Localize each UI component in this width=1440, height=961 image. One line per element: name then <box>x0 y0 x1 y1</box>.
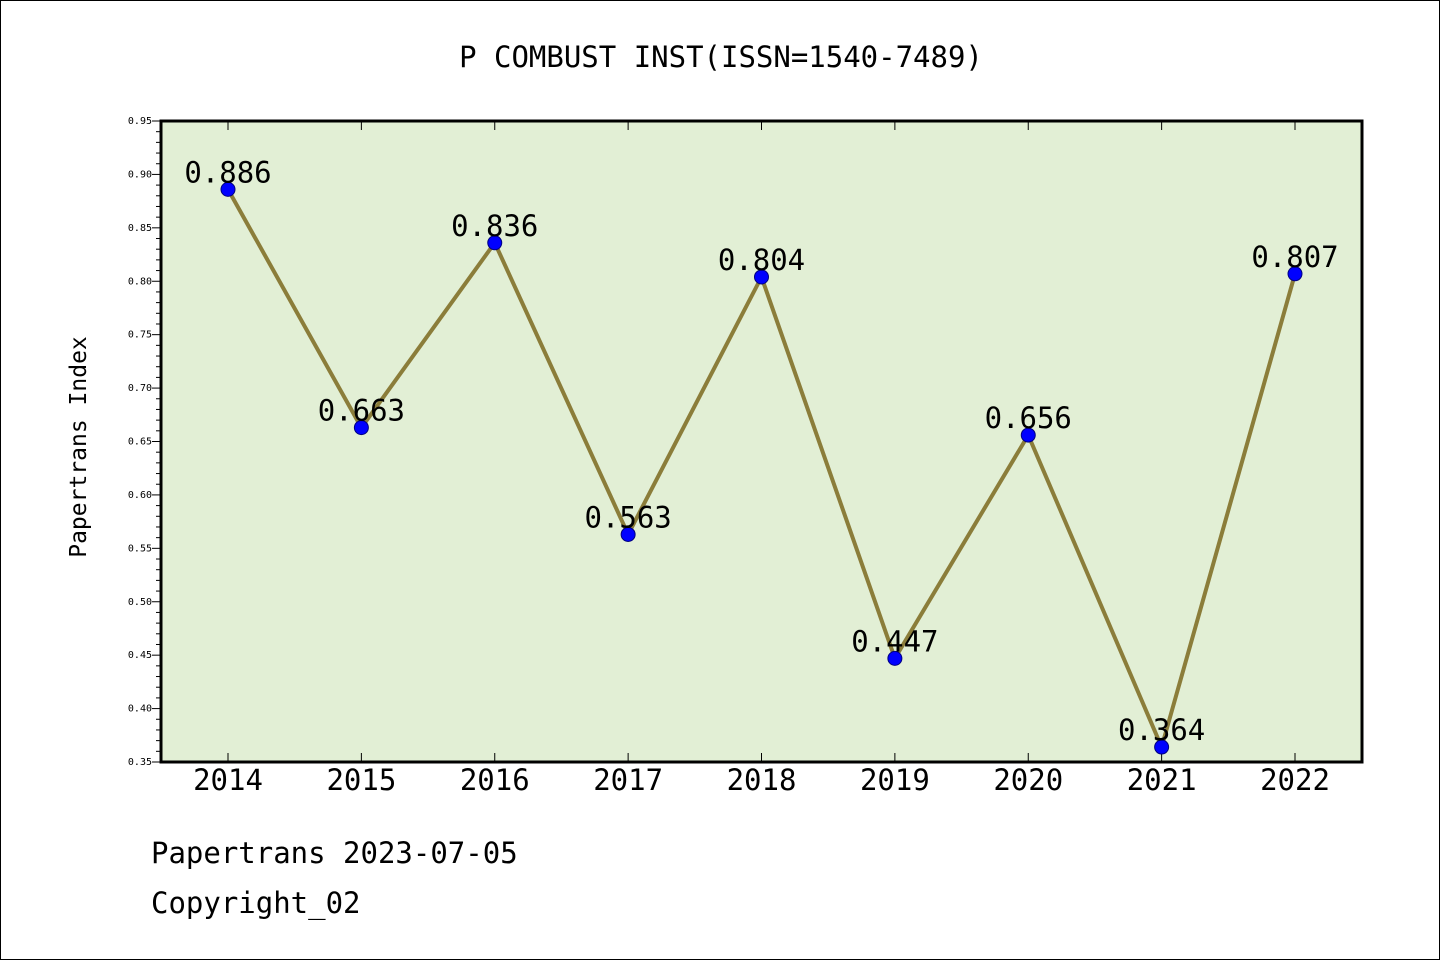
data-point <box>887 650 903 666</box>
y-tick-label: 0.45 <box>128 650 152 661</box>
data-point <box>1020 427 1036 443</box>
x-tick-label: 2021 <box>1127 763 1197 797</box>
x-tick-label: 2017 <box>593 763 663 797</box>
data-label: 0.663 <box>318 394 405 428</box>
data-point <box>220 181 236 197</box>
chart-title: P COMBUST INST(ISSN=1540-7489) <box>459 40 983 74</box>
data-label: 0.807 <box>1251 240 1338 274</box>
data-points <box>220 181 1303 755</box>
y-tick-label: 0.70 <box>128 383 152 394</box>
y-tick-label: 0.60 <box>128 490 152 501</box>
data-label: 0.804 <box>718 243 805 277</box>
data-point <box>353 420 369 436</box>
footer-copyright: Copyright_02 <box>151 886 361 920</box>
data-label: 0.563 <box>584 500 671 534</box>
plot-area <box>159 119 1364 764</box>
x-tick-label: 2018 <box>727 763 797 797</box>
y-tick-label: 0.40 <box>128 704 152 715</box>
data-label: 0.836 <box>451 209 538 243</box>
y-tick-label: 0.95 <box>128 116 152 127</box>
data-labels: 0.886 0.663 0.836 0.563 0.804 0.447 0.656 0.364… <box>184 155 1338 747</box>
data-label: 0.364 <box>1118 713 1205 747</box>
y-axis-label: Papertrans Index <box>66 336 92 558</box>
y-tick-label: 0.35 <box>128 757 152 768</box>
data-label: 0.656 <box>985 401 1072 435</box>
x-axis-ticks: 2014 2015 2016 2017 2018 2019 2020 2021 2022 <box>193 121 1330 797</box>
x-tick-label: 2022 <box>1260 763 1330 797</box>
data-point <box>620 526 636 542</box>
x-tick-label: 2019 <box>860 763 930 797</box>
x-tick-label: 2016 <box>460 763 530 797</box>
y-tick-label: 0.80 <box>128 276 152 287</box>
data-point <box>1287 266 1303 282</box>
y-tick-label: 0.75 <box>128 330 152 341</box>
footer-date: Papertrans 2023-07-05 <box>151 836 518 870</box>
data-label: 0.447 <box>851 624 938 658</box>
data-label: 0.886 <box>184 155 271 189</box>
data-point <box>487 235 503 251</box>
data-point <box>754 269 769 285</box>
y-axis-ticks: 0.35 0.40 0.45 0.50 0.55 0.60 0.65 0.70 0.75 0.80… <box>128 116 161 768</box>
y-tick-label: 0.90 <box>128 169 152 180</box>
y-tick-label: 0.85 <box>128 223 152 234</box>
y-tick-label: 0.50 <box>128 597 152 608</box>
y-tick-label: 0.65 <box>128 437 152 448</box>
x-tick-label: 2020 <box>993 763 1063 797</box>
x-tick-label: 2015 <box>326 763 396 797</box>
data-point <box>1154 739 1170 755</box>
x-tick-label: 2014 <box>193 763 263 797</box>
y-tick-label: 0.55 <box>128 543 152 554</box>
